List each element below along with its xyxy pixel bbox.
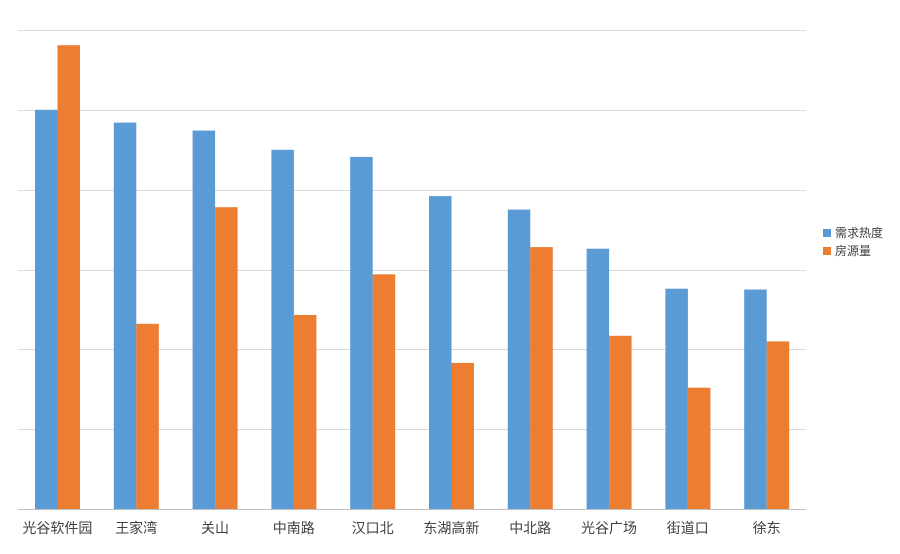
bar <box>687 387 711 509</box>
x-tick-label: 光谷广场 <box>581 521 637 537</box>
x-tick-label: 中南路 <box>273 521 315 537</box>
bar <box>192 130 216 509</box>
x-tick-label: 东湖高新 <box>423 520 479 537</box>
bar <box>530 247 553 509</box>
bar <box>451 362 474 509</box>
x-tick-label: 王家湾 <box>115 520 157 537</box>
x-tick-label: 汉口北 <box>352 521 394 537</box>
bar <box>293 315 317 509</box>
x-tick-label: 街道口 <box>667 521 709 537</box>
bar <box>372 274 396 509</box>
bar <box>113 122 137 509</box>
bar <box>136 323 159 509</box>
bar <box>215 207 238 509</box>
x-tick-label: 徐东 <box>753 521 781 537</box>
legend-label: 房源量 <box>835 243 871 258</box>
legend-swatch <box>823 247 831 255</box>
bar <box>665 288 688 509</box>
bar <box>271 149 294 510</box>
bar <box>350 156 373 509</box>
bar <box>586 248 610 509</box>
bar <box>766 341 790 509</box>
bars <box>35 45 790 510</box>
bar <box>609 335 632 509</box>
x-tick-label: 中北路 <box>509 521 551 537</box>
legend-swatch <box>823 229 831 237</box>
bar <box>507 209 531 509</box>
legend-label: 需求热度 <box>835 225 883 240</box>
x-tick-label: 光谷软件园 <box>22 521 92 537</box>
bar <box>57 45 80 509</box>
bar <box>35 109 58 510</box>
bar <box>744 289 767 509</box>
x-tick-label: 关山 <box>201 521 229 537</box>
x-axis: 光谷软件园 王家湾 关山 中南路 汉口北 东湖高新 中北路 光谷广场 街道口 徐东 <box>18 509 806 537</box>
bar <box>429 196 452 509</box>
